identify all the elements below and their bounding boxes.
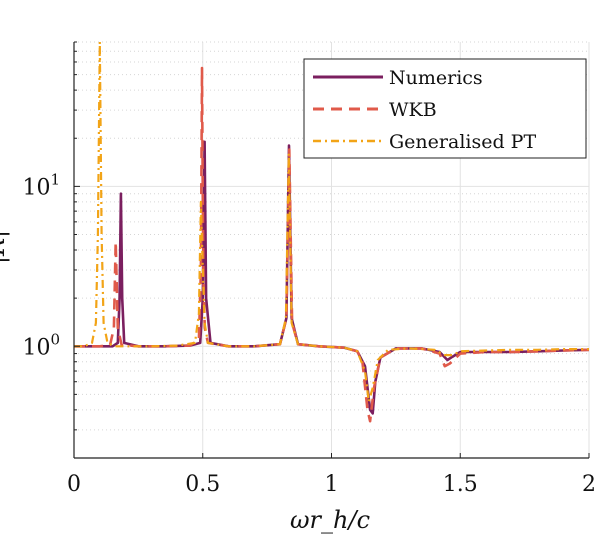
y-tick-label: 101 [22,170,60,200]
x-tick-label: 0.5 [185,472,220,497]
legend-label-wkb: WKB [389,99,437,121]
x-tick-label: 1 [325,472,339,497]
legend: Numerics WKB Generalised PT [303,58,587,159]
series-line-numerics [74,140,589,415]
y-tick-label: 100 [22,330,60,360]
x-tick-label: 2 [582,472,596,497]
axes [73,41,590,459]
series-layer [74,40,589,423]
x-axis-title: ωr_h/c [290,506,370,534]
y-axis-title: |R| [0,230,11,264]
tick-labels: 0 0.5 1 1.5 2 100 101 [22,170,596,497]
legend-label-generalised-pt: Generalised PT [389,131,536,153]
x-tick-label: 1.5 [443,472,478,497]
x-tick-label: 0 [67,472,81,497]
legend-label-numerics: Numerics [389,67,483,89]
